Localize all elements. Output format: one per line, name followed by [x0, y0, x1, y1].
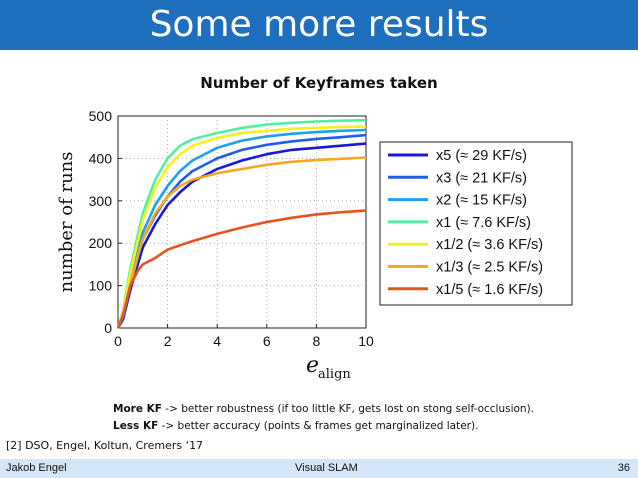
- x-tick-label: 0: [114, 333, 122, 349]
- note-less-kf-text: -> better accuracy (points & frames get …: [158, 420, 479, 432]
- slide-title: Some more results: [0, 0, 638, 50]
- footer-author: Jakob Engel: [6, 462, 67, 474]
- note-more-kf-bold: More KF: [113, 403, 162, 415]
- legend-label-2: x3 (≈ 21 KF/s): [436, 170, 527, 186]
- y-tick-label: 400: [89, 150, 113, 166]
- note-less-kf: Less KF -> better accuracy (points & fra…: [113, 418, 534, 435]
- y-tick-label: 0: [104, 320, 112, 336]
- x-tick-label: 10: [358, 333, 374, 349]
- reference: [2] DSO, Engel, Koltun, Cremers ‘17: [6, 439, 204, 452]
- series-line-5: [116, 125, 367, 329]
- footer: Jakob Engel Visual SLAM 36: [0, 459, 638, 478]
- note-less-kf-bold: Less KF: [113, 420, 159, 432]
- footer-center: Visual SLAM: [295, 462, 358, 474]
- x-tick-label: 4: [213, 333, 221, 349]
- legend-label-6: x1/3 (≈ 2.5 KF/s): [436, 260, 543, 276]
- legend-label-1: x5 (≈ 29 KF/s): [436, 148, 527, 164]
- legend-label-7: x1/5 (≈ 1.6 KF/s): [436, 282, 543, 298]
- x-tick-label: 8: [313, 333, 321, 349]
- x-axis-label-main: e: [306, 353, 319, 378]
- legend-box: [379, 141, 573, 306]
- note-more-kf: More KF -> better robustness (if too lit…: [113, 401, 534, 418]
- legend-label-4: x1 (≈ 7.6 KF/s): [436, 215, 531, 231]
- legend-label-5: x1/2 (≈ 3.6 KF/s): [436, 237, 543, 253]
- footer-page: 36: [617, 462, 630, 474]
- y-tick-label: 300: [89, 193, 113, 209]
- plot-frame: [117, 115, 367, 329]
- note-more-kf-text: -> better robustness (if too little KF, …: [161, 403, 535, 415]
- notes: More KF -> better robustness (if too lit…: [113, 401, 534, 435]
- y-tick-label: 200: [89, 235, 113, 251]
- x-tick-label: 2: [164, 333, 172, 349]
- x-axis-label-sub: align: [318, 367, 351, 382]
- y-axis-label: number of runs: [56, 151, 77, 292]
- series-line-6: [116, 156, 367, 329]
- series-line-7: [116, 209, 367, 329]
- y-tick-label: 100: [89, 278, 113, 294]
- y-tick-label: 500: [89, 108, 113, 124]
- x-tick-label: 6: [263, 333, 271, 349]
- chart-title: Number of Keyframes taken: [200, 74, 438, 92]
- legend-label-3: x2 (≈ 15 KF/s): [436, 193, 527, 209]
